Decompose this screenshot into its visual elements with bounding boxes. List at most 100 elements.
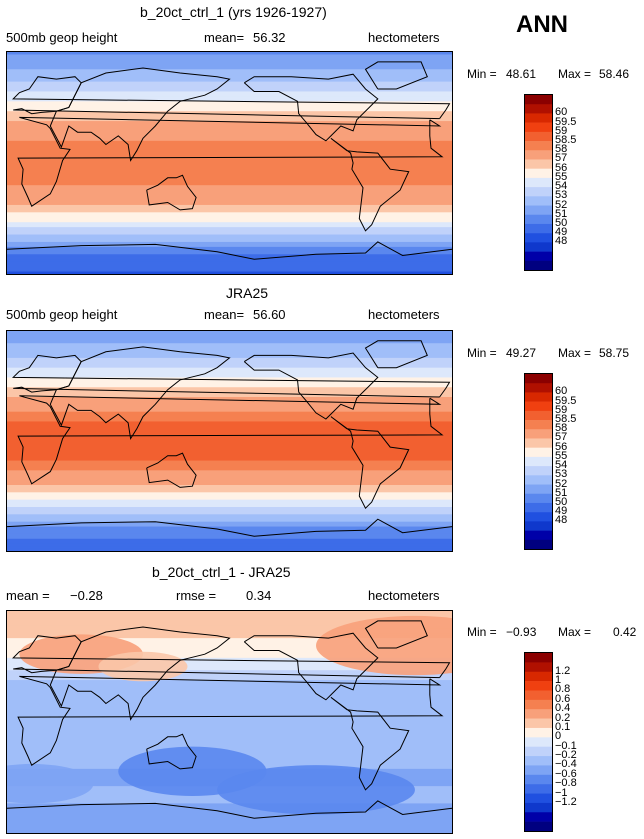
colorbar-tick-label: 1 <box>555 674 562 687</box>
colorbar-tick-label: 55 <box>555 449 568 462</box>
panel1-title: b_20ct_ctrl_1 (yrs 1926-1927) <box>140 4 327 20</box>
panel1-max-label: Max = <box>558 67 592 81</box>
colorbar-swatch <box>525 141 552 151</box>
colorbar-swatch <box>525 539 552 549</box>
colorbar-swatch <box>525 383 552 393</box>
colorbar-tick-label: 58 <box>555 143 568 156</box>
colorbar-tick-label: −0.4 <box>555 758 577 771</box>
colorbar-tick-label: 54 <box>555 180 568 193</box>
panel3-min-value: −0.93 <box>506 625 537 639</box>
colorbar-tick-label: 55 <box>555 170 568 183</box>
panel1-mean-value: 56.32 <box>253 30 286 45</box>
colorbar-swatch <box>525 392 552 402</box>
colorbar-swatch <box>525 260 552 270</box>
colorbar-swatch <box>525 205 552 216</box>
colorbar-tick-label: 50 <box>555 216 568 229</box>
panel1-units: hectometers <box>368 30 440 45</box>
colorbar-swatch <box>525 737 552 747</box>
colorbar-tick-label: 53 <box>555 468 568 481</box>
colorbar-swatch <box>525 671 552 682</box>
colorbar-tick-label: 0.1 <box>555 720 571 733</box>
colorbar-swatch <box>525 484 552 495</box>
colorbar-tick-label: 52 <box>555 477 568 490</box>
colorbar-tick-label: −0.6 <box>555 767 577 780</box>
colorbar-swatch <box>525 662 552 673</box>
colorbar-swatch <box>525 196 552 206</box>
colorbar-tick-label: 0.8 <box>555 683 571 696</box>
colorbar-tick-label: 53 <box>555 189 568 202</box>
colorbar-swatch <box>525 214 552 225</box>
colorbar-swatch <box>525 466 552 476</box>
colorbar-tick-label: 51 <box>555 207 568 220</box>
colorbar-swatch <box>525 159 552 169</box>
colorbar-swatch <box>525 374 552 384</box>
panel2-min-value: 49.27 <box>506 346 537 360</box>
colorbar-tick-label: 57 <box>555 152 568 165</box>
colorbar-swatch <box>525 475 552 485</box>
panel1-mean-label: mean= <box>204 30 245 45</box>
colorbar-swatch <box>525 821 552 831</box>
panel1-field-label: 500mb geop height <box>6 30 118 45</box>
colorbar-tick-label: 49 <box>555 226 568 239</box>
colorbar-swatch <box>525 233 552 243</box>
colorbar-tick-label: 0.6 <box>555 692 571 705</box>
colorbar-swatch <box>525 401 552 412</box>
colorbar-swatch <box>525 223 552 234</box>
panel3-mean-label: mean = <box>6 588 50 603</box>
colorbar-swatch <box>525 784 552 794</box>
panel1-map-svg <box>7 52 452 274</box>
panel3-mean-value: −0.28 <box>70 588 103 603</box>
colorbar-tick-label: 50 <box>555 495 568 508</box>
colorbar-tick-label: 59 <box>555 124 568 137</box>
colorbar-swatch <box>525 793 552 804</box>
colorbar-swatch <box>525 746 552 757</box>
colorbar-tick-label: −1.2 <box>555 795 577 808</box>
panel1-min-value: 48.61 <box>506 67 537 81</box>
colorbar-swatch <box>525 802 552 813</box>
panel2-map <box>6 330 453 552</box>
colorbar-swatch <box>525 131 552 142</box>
panel2-units: hectometers <box>368 307 440 322</box>
colorbar-swatch <box>525 530 552 541</box>
colorbar-tick-label: 1.2 <box>555 664 571 677</box>
colorbar-tick-label: 51 <box>555 486 568 499</box>
colorbar-tick-label: 59 <box>555 403 568 416</box>
panel2-colorbar <box>524 373 553 550</box>
panel3-rmse-label: rmse = <box>176 588 217 603</box>
colorbar-tick-label: 56 <box>555 440 568 453</box>
colorbar-swatch <box>525 690 552 701</box>
colorbar-swatch <box>525 812 552 822</box>
colorbar-swatch <box>525 150 552 160</box>
colorbar-tick-label: 56 <box>555 161 568 174</box>
colorbar-tick-label: 59.5 <box>555 394 577 407</box>
colorbar-swatch <box>525 765 552 776</box>
colorbar-swatch <box>525 681 552 691</box>
colorbar-swatch <box>525 168 552 179</box>
colorbar-tick-label: 52 <box>555 198 568 211</box>
colorbar-swatch <box>525 709 552 719</box>
colorbar-swatch <box>525 251 552 262</box>
colorbar-swatch <box>525 187 552 197</box>
colorbar-tick-label: 0 <box>555 730 562 743</box>
colorbar-swatch <box>525 521 552 531</box>
panel3-map <box>6 610 453 834</box>
colorbar-swatch <box>525 447 552 458</box>
panel3-max-value: 0.42 <box>613 625 637 639</box>
colorbar-tick-label: 60 <box>555 385 568 398</box>
panel3-colorbar <box>524 652 553 832</box>
colorbar-tick-label: −0.1 <box>555 739 577 752</box>
colorbar-tick-label: 49 <box>555 505 568 518</box>
colorbar-tick-label: 58.5 <box>555 413 577 426</box>
colorbar-swatch <box>525 95 552 105</box>
colorbar-swatch <box>525 774 552 785</box>
colorbar-tick-label: 48 <box>555 235 568 248</box>
panel3-units: hectometers <box>368 588 440 603</box>
season-label: ANN <box>516 11 568 38</box>
colorbar-swatch <box>525 718 552 729</box>
panel3-map-svg <box>7 611 452 833</box>
colorbar-swatch <box>525 410 552 421</box>
colorbar-tick-label: 0.2 <box>555 711 571 724</box>
colorbar-swatch <box>525 429 552 439</box>
colorbar-tick-label: 0.4 <box>555 702 571 715</box>
panel1-colorbar <box>524 94 553 271</box>
